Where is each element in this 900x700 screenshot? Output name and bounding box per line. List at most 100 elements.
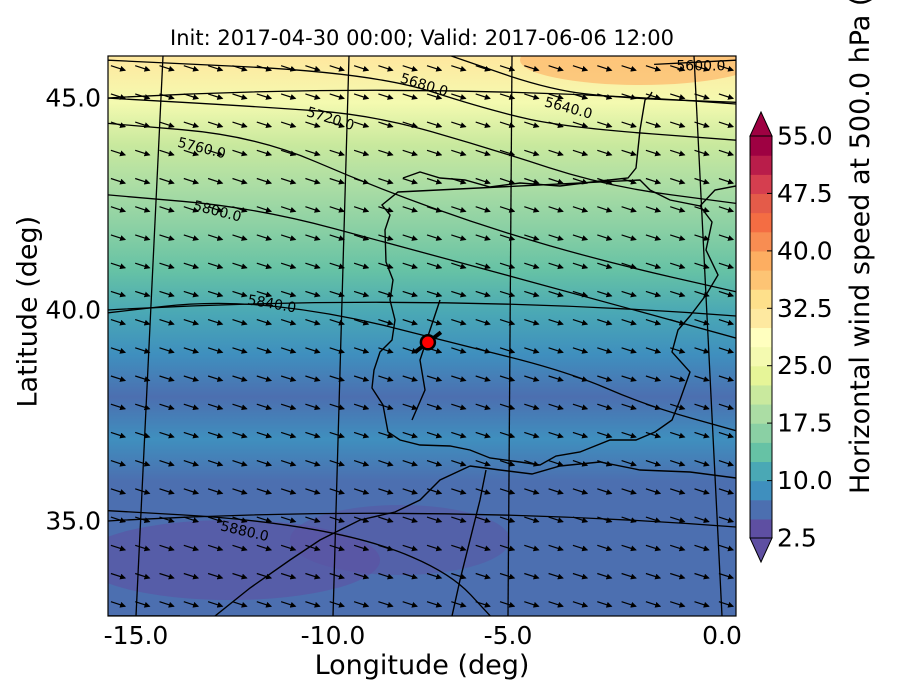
wind-arrow [256, 65, 273, 72]
wind-arrow [548, 93, 564, 100]
wind-arrow [378, 431, 394, 439]
wind-arrow [402, 65, 418, 72]
wind-arrow [475, 460, 491, 467]
wind-arrow [572, 516, 589, 524]
colorbar: 2.5 10.0 17.5 25.0 32.5 40.0 47.5 55.0 [749, 110, 833, 564]
wind-arrow [159, 572, 175, 580]
wind-arrow [694, 65, 710, 72]
wind-arrow [135, 65, 151, 72]
wind-arrow [621, 431, 637, 439]
wind-arrow [232, 65, 248, 72]
wind-arrow [159, 65, 175, 72]
wind-arrow [207, 234, 224, 241]
wind-arrow [694, 601, 710, 608]
wind-arrow [621, 206, 637, 213]
wind-arrow [159, 375, 175, 382]
wind-arrow [329, 544, 345, 552]
wind-arrow [207, 206, 224, 213]
wind-arrow [597, 262, 613, 270]
wind-arrow [280, 206, 297, 213]
wind-arrow [159, 319, 175, 326]
wind-arrow [159, 488, 175, 495]
wind-arrow [645, 319, 662, 326]
wind-arrow [572, 544, 589, 552]
wind-arrow [378, 290, 394, 298]
wind-arrow [402, 601, 418, 608]
wind-arrow [670, 601, 686, 608]
wind-arrow [597, 516, 613, 524]
wind-arrow [645, 403, 662, 411]
wind-arrow [451, 572, 467, 580]
wind-arrow [621, 234, 637, 241]
wind-arrow [378, 375, 394, 382]
wind-arrow [645, 121, 662, 129]
wind-arrow [572, 319, 589, 326]
wind-arrow [451, 290, 467, 298]
africa-coastline [108, 461, 736, 616]
wind-arrow [402, 234, 418, 241]
wind-arrow [621, 544, 637, 552]
wind-arrow [718, 149, 735, 157]
wind-arrow [305, 290, 321, 298]
wind-arrow [305, 516, 321, 524]
wind-arrow [475, 347, 491, 354]
wind-arrow [524, 206, 540, 213]
y-tick-label: 35.0 [45, 507, 101, 536]
colorbar-tick-label: 32.5 [777, 294, 833, 323]
wind-arrow [305, 121, 321, 129]
wind-arrow [256, 262, 273, 270]
wind-arrow [280, 65, 297, 72]
wind-arrow [524, 93, 540, 100]
wind-arrow [110, 572, 127, 580]
wind-arrow [524, 121, 540, 129]
wind-arrow [353, 460, 370, 467]
wind-arrow [524, 403, 540, 411]
colorbar-band [750, 231, 772, 252]
colorbar-max-extension [749, 110, 773, 137]
wind-arrow [110, 262, 127, 270]
wind-arrow [694, 93, 710, 100]
wind-arrow [499, 601, 516, 608]
wind-arrow [402, 177, 418, 185]
wind-arrow [499, 488, 516, 495]
wind-arrow [718, 65, 735, 72]
wind-arrow [451, 431, 467, 439]
x-tick-label: 0.0 [702, 621, 742, 650]
wind-arrow [353, 403, 370, 411]
colorbar-frame [749, 135, 773, 539]
wind-arrow [572, 431, 589, 439]
wind-arrow [159, 234, 175, 241]
colorbar-band [750, 250, 772, 271]
wind-arrow [159, 121, 175, 129]
wind-arrow [207, 375, 224, 382]
wind-arrow [135, 488, 151, 495]
wind-arrow [499, 234, 516, 241]
wind-arrow [378, 403, 394, 411]
wind-arrow [694, 290, 710, 298]
wind-arrow [524, 516, 540, 524]
wind-arrow [280, 149, 297, 157]
wind-arrow [280, 488, 297, 495]
wind-arrow [524, 262, 540, 270]
wind-arrow [451, 177, 467, 185]
wind-arrow [621, 121, 637, 129]
wind-arrow [572, 572, 589, 580]
location-marker-dot [419, 334, 437, 351]
wind-arrow [670, 149, 686, 157]
wind-arrow [183, 65, 200, 72]
wind-arrow [621, 262, 637, 270]
colorbar-band [750, 289, 772, 309]
wind-arrow [280, 319, 297, 326]
wind-arrow [670, 347, 686, 354]
wind-arrow [572, 403, 589, 411]
wind-arrow [402, 121, 418, 129]
wind-arrow [305, 601, 321, 608]
wind-arrow [329, 572, 345, 580]
wind-arrow [378, 234, 394, 241]
wind-arrow [597, 149, 613, 157]
colorbar-band [750, 423, 772, 443]
wind-arrow [645, 177, 662, 185]
wind-arrow [475, 206, 491, 213]
colorbar-ticks: 2.5 10.0 17.5 25.0 32.5 40.0 47.5 55.0 [767, 122, 833, 553]
wind-arrow [353, 93, 370, 100]
